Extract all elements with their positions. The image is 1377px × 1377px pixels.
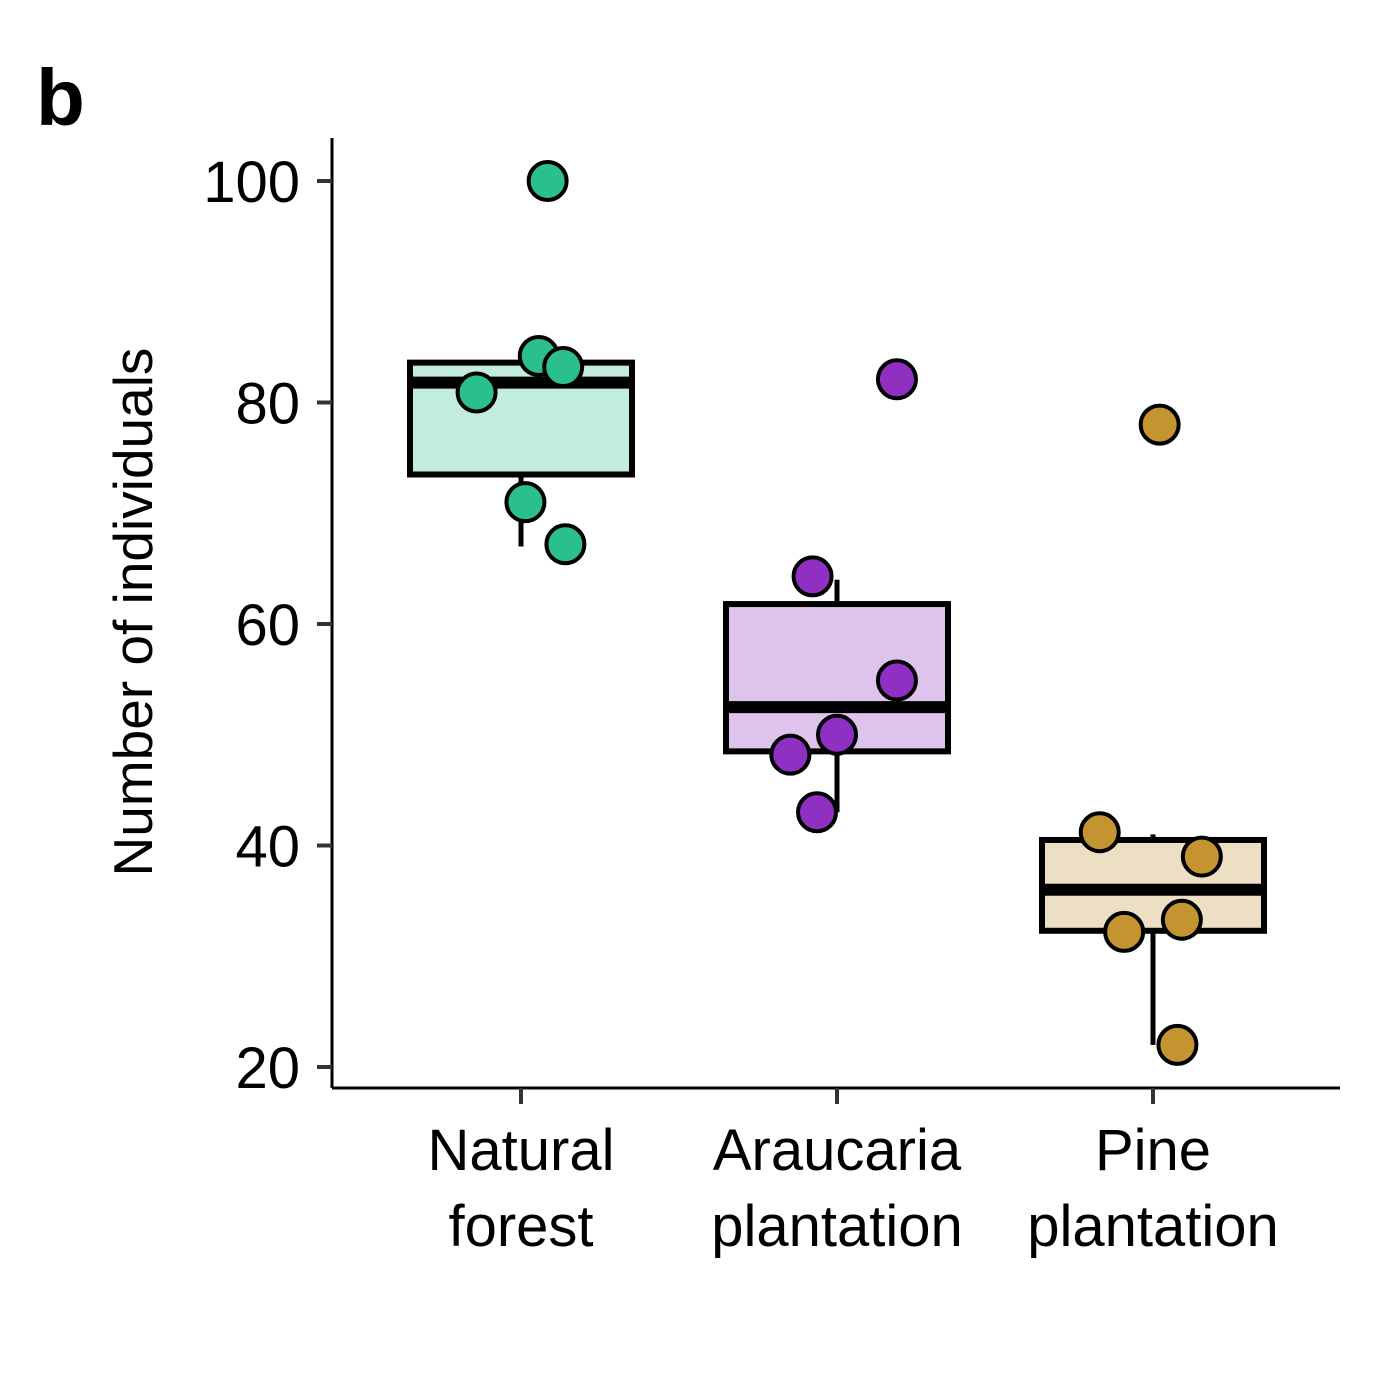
data-point-0-4	[504, 481, 547, 524]
panel-label: b	[36, 53, 85, 142]
box-group-1	[723, 579, 951, 813]
data-point-1-2	[875, 659, 918, 702]
data-point-0-0	[526, 160, 569, 202]
y-axis-title: Number of individuals	[102, 348, 164, 877]
y-tick-label-60: 60	[235, 593, 300, 658]
data-point-1-4	[769, 733, 812, 776]
x-tick-label-2-0: Pine	[1095, 1118, 1211, 1183]
y-tick-label-80: 80	[235, 372, 300, 437]
box-group-0	[407, 359, 635, 547]
data-point-1-3	[816, 713, 858, 756]
plot-area: 20 40 60 80 100 Natural forest Araucaria plantat…	[203, 138, 1340, 1259]
data-point-0-3	[455, 371, 498, 414]
data-point-2-5	[1156, 1023, 1199, 1066]
data-point-1-0	[875, 358, 918, 401]
x-tick-label-0-1: forest	[448, 1194, 593, 1259]
data-point-2-2	[1180, 835, 1223, 878]
x-tick-label-1-1: plantation	[711, 1194, 963, 1259]
data-point-2-0	[1138, 403, 1181, 446]
x-tick-label-1-0: Araucaria	[713, 1118, 962, 1183]
data-point-2-4	[1103, 910, 1146, 953]
data-point-1-1	[791, 555, 834, 598]
data-point-0-5	[544, 523, 587, 566]
x-tick-label-0-0: Natural	[428, 1118, 615, 1183]
data-point-1-5	[796, 791, 839, 834]
y-tick-label-40: 40	[235, 815, 300, 880]
y-tick-label-100: 100	[203, 150, 300, 215]
box-group-2	[1039, 834, 1267, 1045]
x-tick-label-2-1: plantation	[1027, 1194, 1279, 1259]
data-point-0-2	[542, 346, 585, 389]
y-tick-label-20: 20	[235, 1036, 300, 1101]
data-point-2-1	[1078, 811, 1121, 854]
data-point-2-3	[1160, 898, 1203, 941]
